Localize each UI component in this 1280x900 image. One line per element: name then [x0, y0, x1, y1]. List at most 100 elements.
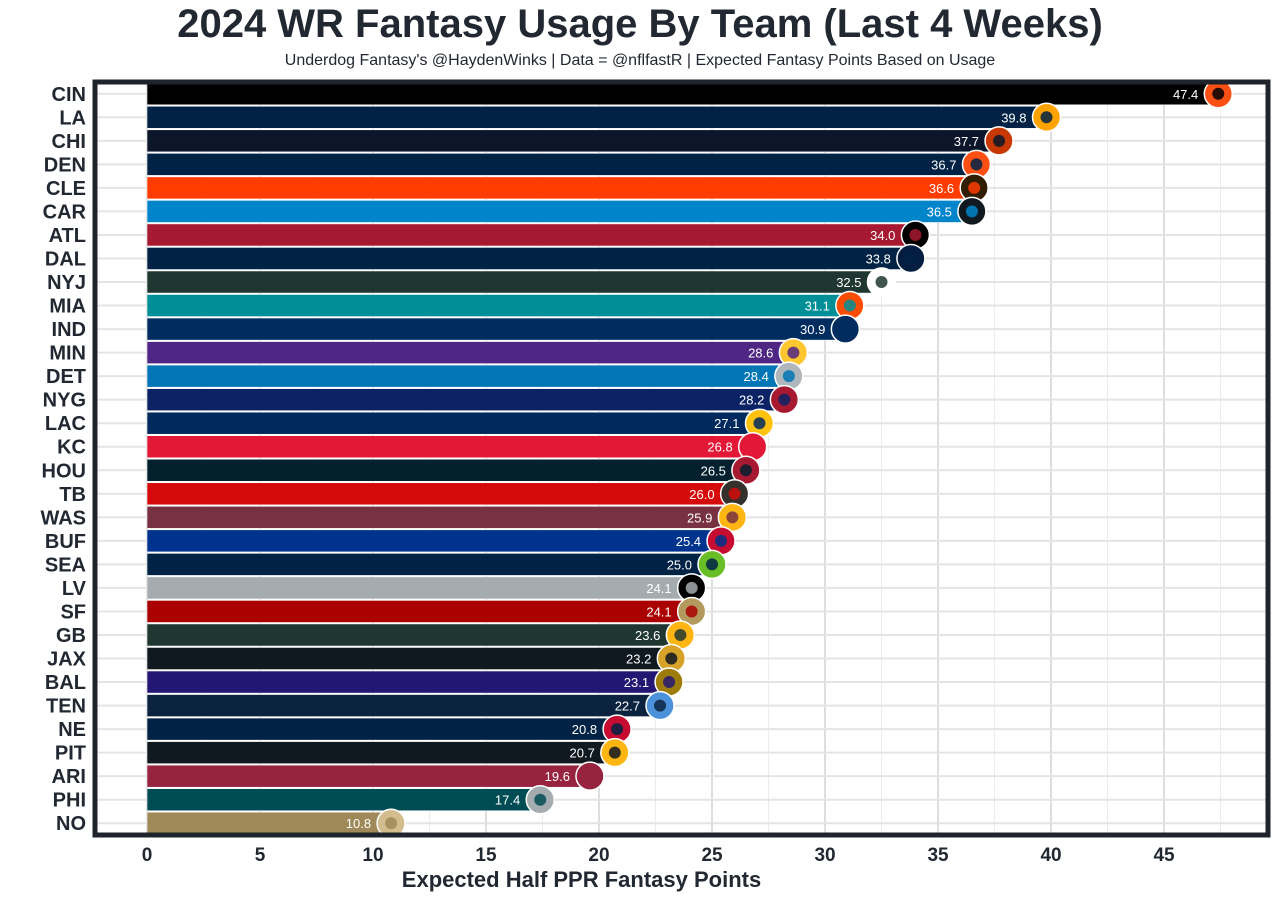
bar-dal	[146, 247, 912, 270]
category-label-ten: TEN	[46, 696, 86, 718]
logo-nyj-icon	[866, 267, 897, 297]
bar-lac	[146, 411, 760, 435]
value-label-cle: 36.6	[929, 181, 954, 196]
value-label-det: 28.4	[744, 369, 769, 384]
category-label-mia: MIA	[49, 296, 86, 318]
logo-no-icon	[376, 808, 406, 838]
category-label-nyg: NYG	[43, 390, 86, 412]
logo-ne-icon	[602, 714, 632, 744]
value-label-nyg: 28.2	[739, 393, 764, 408]
category-label-cle: CLE	[46, 178, 86, 200]
category-label-car: CAR	[43, 201, 87, 223]
bar-atl	[146, 223, 916, 247]
bar-kc	[146, 435, 753, 459]
logo-gb-icon	[665, 620, 696, 650]
x-tick-label: 20	[588, 845, 609, 866]
logo-den-icon	[961, 149, 992, 180]
value-label-mia: 31.1	[805, 299, 830, 314]
logo-buf-icon	[706, 526, 736, 556]
value-label-no: 10.8	[346, 816, 371, 831]
category-label-nyj: NYJ	[47, 272, 86, 294]
plot-frame	[92, 79, 1271, 838]
logo-nyg-icon	[769, 384, 800, 415]
value-label-tb: 26.0	[689, 487, 714, 502]
team-logos	[376, 79, 1234, 838]
logo-chi-icon	[984, 126, 1014, 156]
value-label-sea: 25.0	[667, 557, 692, 572]
bar-was	[146, 505, 733, 529]
category-label-atl: ATL	[49, 225, 86, 247]
category-label-hou: HOU	[42, 460, 86, 482]
category-label-bal: BAL	[45, 672, 86, 694]
logo-ari-icon	[575, 761, 605, 791]
bar-nyg	[146, 388, 785, 412]
logo-lac-icon	[744, 408, 775, 438]
bar-den	[146, 152, 977, 176]
category-label-chi: CHI	[52, 131, 86, 153]
logo-min-icon	[778, 337, 809, 368]
bars	[146, 82, 1219, 835]
value-label-sf: 24.1	[646, 604, 671, 619]
value-label-kc: 26.8	[707, 440, 732, 455]
value-label-ind: 30.9	[800, 322, 825, 337]
value-label-ne: 20.8	[572, 722, 597, 737]
logo-lv-icon	[676, 573, 707, 603]
logo-cin-icon	[1203, 79, 1234, 109]
category-label-tb: TB	[59, 484, 86, 506]
value-label-gb: 23.6	[635, 628, 660, 643]
category-label-ne: NE	[58, 719, 86, 741]
value-label-ari: 19.6	[545, 769, 570, 784]
logo-sea-icon	[697, 549, 727, 580]
value-label-jax: 23.2	[626, 652, 651, 667]
x-tick-label: 10	[362, 845, 383, 866]
bar-ind	[146, 317, 846, 341]
category-label-lac: LAC	[45, 413, 86, 435]
value-label-la: 39.8	[1001, 110, 1026, 125]
category-label-buf: BUF	[45, 531, 86, 553]
bar-min	[146, 341, 794, 364]
bar-sf	[146, 600, 692, 623]
bar-sea	[146, 553, 713, 576]
bar-buf	[146, 529, 722, 553]
value-label-atl: 34.0	[870, 228, 895, 243]
x-tick-label: 5	[255, 845, 266, 866]
logo-pit-icon	[600, 737, 630, 768]
bar-car	[146, 200, 973, 223]
value-label-was: 25.9	[687, 510, 712, 525]
x-tick-label: 0	[142, 845, 153, 866]
value-label-dal: 33.8	[866, 251, 891, 266]
category-label-pit: PIT	[55, 743, 86, 765]
category-label-kc: KC	[57, 437, 86, 459]
category-label-ind: IND	[52, 319, 86, 341]
bar-bal	[146, 670, 670, 694]
bar-det	[146, 364, 790, 388]
category-labels: CINLACHIDENCLECARATLDALNYJMIAINDMINDETNY…	[40, 84, 86, 835]
category-label-min: MIN	[49, 343, 86, 365]
logo-jax-icon	[656, 643, 687, 674]
category-label-sea: SEA	[45, 554, 86, 576]
x-tick-label: 25	[701, 845, 723, 866]
bar-chi	[146, 129, 1000, 153]
value-label-bal: 23.1	[624, 675, 649, 690]
value-label-ten: 22.7	[615, 699, 640, 714]
value-label-cin: 47.4	[1173, 87, 1198, 102]
bar-tb	[146, 482, 735, 506]
logo-hou-icon	[731, 455, 761, 486]
value-label-chi: 37.7	[954, 134, 979, 149]
logo-cle-icon	[959, 173, 989, 203]
value-label-phi: 17.4	[495, 793, 520, 808]
category-label-was: WAS	[40, 507, 86, 529]
logo-la-icon	[1031, 102, 1062, 133]
logo-was-icon	[717, 502, 748, 533]
category-label-la: LA	[59, 107, 86, 129]
category-label-ari: ARI	[52, 766, 86, 788]
x-tick-label: 15	[475, 845, 497, 866]
logo-sf-icon	[676, 596, 707, 627]
value-label-nyj: 32.5	[836, 275, 861, 290]
bar-nyj	[146, 270, 882, 294]
value-label-car: 36.5	[927, 204, 952, 219]
bar-hou	[146, 458, 747, 482]
bar-cin	[146, 82, 1219, 106]
bar-pit	[146, 741, 616, 765]
